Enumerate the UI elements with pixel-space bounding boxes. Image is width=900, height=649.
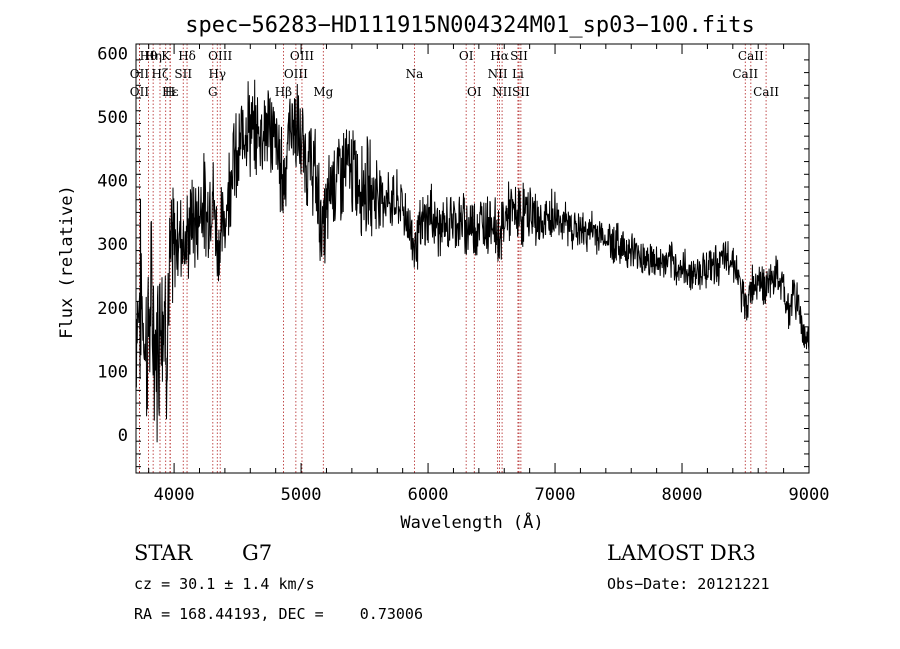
line-label: G	[208, 85, 218, 99]
y-axis-label: Flux (relative)	[57, 185, 77, 339]
line-label: OIII	[290, 49, 314, 63]
line-label: Hζ	[152, 67, 169, 81]
y-tick-label: 300	[97, 235, 128, 255]
line-label: Hβ	[275, 85, 292, 99]
y-tick-label: 500	[97, 108, 128, 128]
line-label: OI	[467, 85, 482, 99]
observation-date: Obs−Date: 20121221	[607, 575, 770, 593]
line-label: NII	[488, 67, 508, 81]
x-tick-label: 8000	[662, 485, 703, 505]
line-label: OII	[130, 67, 150, 81]
line-label: SII	[174, 67, 192, 81]
plot-frame	[135, 43, 810, 474]
x-axis: 4000 5000 6000 7000 8000 9000	[148, 44, 830, 505]
x-tick-label: 7000	[535, 485, 576, 505]
line-label: H	[165, 85, 175, 99]
y-tick-label: 100	[97, 362, 128, 382]
line-label: OIII	[208, 49, 232, 63]
subclass: G7	[242, 541, 272, 565]
line-label: OII	[130, 85, 150, 99]
object-type: STAR	[134, 541, 193, 565]
line-label: Hγ	[208, 67, 226, 81]
line-label: Hθ	[140, 49, 158, 63]
line-label: CaII	[738, 49, 764, 63]
line-label: OI	[459, 49, 474, 63]
line-label: Hα	[490, 49, 509, 63]
line-label: OIII	[284, 67, 308, 81]
x-tick-label: 9000	[789, 485, 830, 505]
y-tick-label: 200	[97, 299, 128, 319]
y-tick-label: 600	[97, 45, 128, 65]
line-label: CaII	[753, 85, 779, 99]
line-markers	[139, 44, 767, 473]
line-labels: Hθ OII OII Hη Hζ Hε K H SII Hδ OIII Hγ G OIII OIII Hβ Mg…	[130, 49, 779, 99]
y-tick-label: 400	[97, 172, 128, 192]
line-label: Hη	[144, 49, 162, 63]
line-label: Na	[406, 67, 424, 81]
survey-name: LAMOST DR3	[607, 541, 756, 565]
line-label: NII	[492, 85, 512, 99]
line-label: SII	[512, 85, 530, 99]
line-label: Li	[512, 67, 524, 81]
line-label: Hδ	[178, 49, 196, 63]
redshift-velocity: cz = 30.1 ± 1.4 km/s	[134, 575, 315, 593]
x-tick-label: 5000	[281, 485, 322, 505]
line-label: Mg	[313, 85, 333, 99]
line-label: Hε	[162, 85, 179, 99]
chart-title: spec−56283−HD111915N004324M01_sp03−100.f…	[185, 13, 755, 38]
line-label: SII	[510, 49, 528, 63]
spectrum-series	[135, 79, 810, 443]
y-tick-label: 0	[118, 426, 128, 446]
x-tick-label: 6000	[408, 485, 449, 505]
coordinates: RA = 168.44193, DEC = 0.73006	[134, 605, 423, 623]
y-axis: 0 100 200 300 400 500 600	[97, 45, 809, 468]
x-axis-label: Wavelength (Å)	[400, 511, 543, 533]
line-label: K	[161, 49, 171, 63]
line-label: CaII	[732, 67, 758, 81]
x-tick-label: 4000	[154, 485, 195, 505]
